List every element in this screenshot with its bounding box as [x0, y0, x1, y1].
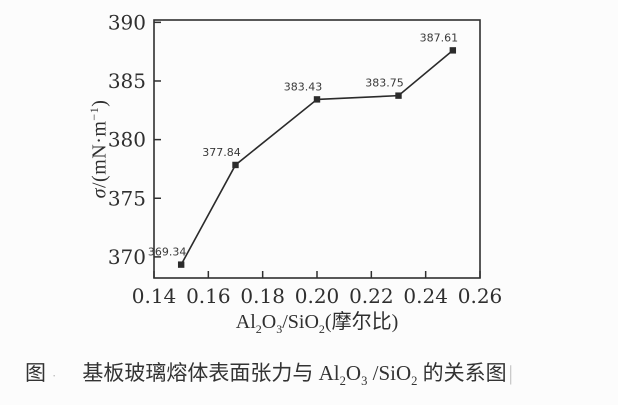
data-point-label: 387.61	[420, 31, 459, 44]
caption-tail-mark: |	[508, 361, 513, 385]
data-point-marker	[232, 161, 239, 169]
y-tick-label: 380	[108, 128, 146, 152]
x-tick-label: 0.26	[458, 284, 503, 308]
x-tick-label: 0.18	[240, 284, 285, 308]
data-point-marker	[313, 96, 321, 103]
caption-text: 基板玻璃熔体表面张力与 Al2O3 /SiO2 的关系图	[82, 361, 507, 389]
x-tick-label: 0.24	[403, 284, 448, 308]
data-point-marker	[177, 261, 185, 268]
figure-caption: 图 · 基板玻璃熔体表面张力与 Al2O3 /SiO2 的关系图 |	[25, 357, 605, 392]
data-point-label: 383.75	[365, 77, 404, 90]
data-point-marker	[449, 47, 457, 54]
y-tick-label: 390	[108, 10, 146, 34]
y-tick-label: 375	[108, 186, 146, 210]
data-point-label: 383.43	[284, 80, 323, 93]
x-axis-label: Al2O3/SiO2(摩尔比)	[235, 311, 399, 336]
data-point-label: 369.34	[148, 246, 187, 259]
y-tick-label: 370	[108, 245, 146, 269]
y-tick-label: 385	[108, 69, 146, 93]
x-tick-label: 0.16	[186, 284, 231, 308]
data-point-label: 377.84	[202, 146, 241, 159]
x-tick-label: 0.20	[295, 284, 340, 308]
x-tick-label: 0.22	[349, 284, 394, 308]
x-tick-label: 0.14	[132, 284, 177, 308]
data-point-marker	[395, 92, 402, 99]
caption-prefix: 图	[25, 361, 46, 385]
caption-faint-mark: ·	[52, 368, 57, 383]
y-axis-label: σ/(mN·m−1)	[86, 99, 111, 199]
